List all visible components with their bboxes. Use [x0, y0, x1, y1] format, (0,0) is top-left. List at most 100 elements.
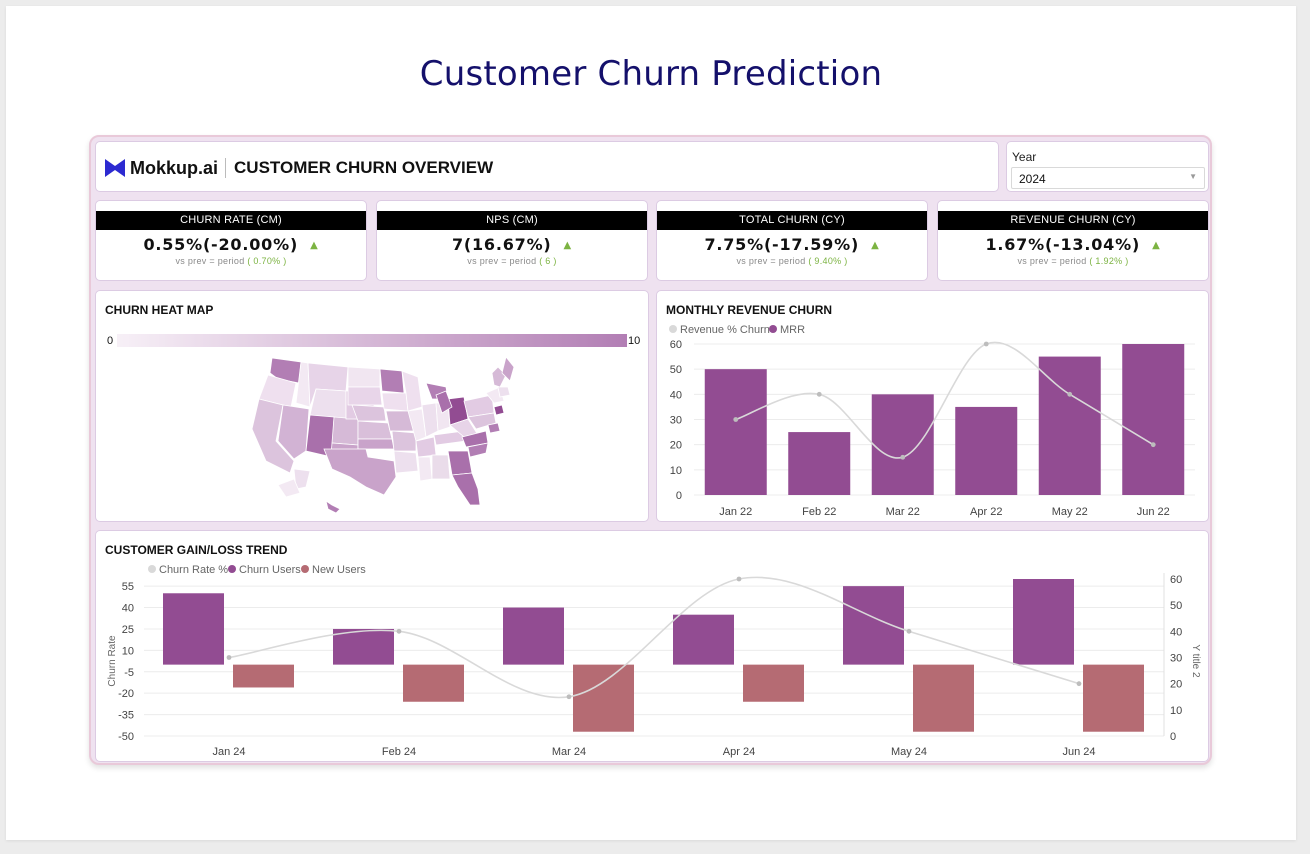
- header-card: Mokkup.ai CUSTOMER CHURN OVERVIEW: [95, 141, 999, 192]
- y2-tick-label: 30: [1170, 653, 1182, 665]
- kpi-revenue-churn: REVENUE CHURN (CY) 1.67%(-13.04%) ▲ vs pr…: [937, 200, 1209, 281]
- churn-rate-point[interactable]: [226, 655, 232, 660]
- mrr-bar[interactable]: [788, 432, 851, 495]
- kpi-comparison: vs prev = period ( 1.92% ): [938, 256, 1208, 266]
- churn-rate-point[interactable]: [566, 694, 572, 700]
- brand-divider: [225, 158, 227, 178]
- new-users-bar[interactable]: [403, 664, 464, 702]
- kpi-comparison-label: vs prev = period: [1017, 256, 1090, 266]
- monthly-revenue-churn-card: MONTHLY REVENUE CHURN Revenue % Churn MR…: [656, 290, 1209, 522]
- legend-swatch-revenue-churn: [669, 325, 677, 333]
- x-tick-label: Feb 22: [802, 506, 836, 518]
- x-tick-label: Mar 24: [552, 746, 586, 758]
- legend-label-revenue-churn[interactable]: Revenue % Churn: [680, 324, 770, 336]
- dashboard: Mokkup.ai CUSTOMER CHURN OVERVIEW Year 2…: [89, 135, 1212, 765]
- x-tick-label: Apr 24: [723, 746, 755, 758]
- legend-label-mrr[interactable]: MRR: [780, 324, 805, 336]
- kpi-value: 0.55%(-20.00%): [143, 235, 299, 254]
- churn-rate-line: [228, 576, 1080, 699]
- mrr-bar[interactable]: [955, 406, 1018, 495]
- year-value: 2024: [1019, 172, 1046, 186]
- legend-swatch-new-users: [301, 565, 309, 573]
- y2-tick-label: 40: [1170, 626, 1182, 638]
- kpi-comparison-label: vs prev = period: [467, 256, 540, 266]
- y2-tick-label: 20: [1170, 679, 1182, 691]
- churn-rate-point[interactable]: [396, 628, 402, 634]
- new-users-bar[interactable]: [913, 664, 974, 732]
- revenue-chart-plot: 0 10 20 30 40 50 60 Jan 22 Feb 22 Mar 22 Apr 22 May…: [670, 339, 1195, 518]
- y-axis-label: Churn Rate: [107, 635, 118, 687]
- revenue-churn-point[interactable]: [983, 341, 989, 347]
- x-tick-label: Jun 24: [1062, 746, 1095, 758]
- churn-users-bar[interactable]: [843, 586, 904, 665]
- revenue-churn-point[interactable]: [816, 391, 822, 397]
- legend-swatch-churn-users: [228, 565, 236, 573]
- churn-users-bar[interactable]: [163, 593, 224, 665]
- kpi-previous-value: ( 0.70% ): [247, 256, 287, 266]
- triangle-up-icon: ▲: [1152, 240, 1161, 251]
- kpi-previous-value: ( 1.92% ): [1089, 256, 1129, 266]
- y-tick-label: 40: [670, 389, 682, 401]
- churn-rate-point[interactable]: [906, 628, 912, 634]
- revenue-churn-point[interactable]: [900, 454, 906, 460]
- kpi-churn-rate: CHURN RATE (CM) 0.55%(-20.00%) ▲ vs prev …: [95, 200, 367, 281]
- y-tick-label: -50: [118, 731, 134, 743]
- y-tick-label: 40: [122, 603, 134, 615]
- mrr-bar[interactable]: [1038, 356, 1101, 495]
- y-tick-label: 0: [676, 490, 682, 502]
- churn-rate-point[interactable]: [736, 576, 742, 582]
- revenue-churn-point[interactable]: [733, 417, 739, 422]
- x-tick-label: Feb 24: [382, 746, 416, 758]
- y-tick-label: -35: [118, 710, 134, 722]
- mrr-bar[interactable]: [704, 369, 767, 495]
- y-tick-label: 25: [122, 624, 134, 636]
- new-users-bar[interactable]: [743, 664, 804, 702]
- y-tick-label: -20: [118, 688, 134, 700]
- revenue-churn-point[interactable]: [1150, 442, 1156, 448]
- year-label: Year: [1012, 150, 1037, 164]
- brand-name: Mokkup.ai: [130, 157, 219, 178]
- y-tick-label: 30: [670, 415, 682, 427]
- y-tick-label: 10: [670, 465, 682, 477]
- y2-tick-label: 10: [1170, 705, 1182, 717]
- new-users-bar[interactable]: [1083, 664, 1144, 732]
- revenue-churn-point[interactable]: [1067, 391, 1073, 397]
- heat-scale-min: 0: [107, 335, 113, 347]
- churn-heat-map-card: CHURN HEAT MAP 0 10: [95, 290, 649, 522]
- legend-label-churn-rate[interactable]: Churn Rate %: [159, 564, 228, 576]
- y2-tick-label: 60: [1170, 574, 1182, 586]
- new-users-bar[interactable]: [233, 664, 294, 688]
- kpi-value: 7.75%(-17.59%): [704, 235, 860, 254]
- triangle-up-icon: ▲: [871, 240, 880, 251]
- kpi-comparison: vs prev = period ( 6 ): [377, 256, 647, 266]
- churn-users-bar[interactable]: [1013, 579, 1074, 665]
- churn-rate-point[interactable]: [1076, 681, 1082, 687]
- kpi-previous-value: ( 6 ): [539, 256, 557, 266]
- mrr-bar[interactable]: [1122, 344, 1185, 495]
- dashboard-title: CUSTOMER CHURN OVERVIEW: [234, 158, 494, 177]
- x-tick-label: Mar 22: [886, 506, 920, 518]
- us-map: [251, 356, 515, 514]
- brand[interactable]: Mokkup.ai CUSTOMER CHURN OVERVIEW: [104, 158, 493, 178]
- legend-label-new-users[interactable]: New Users: [312, 564, 366, 576]
- kpi-value-row: 7.75%(-17.59%) ▲: [657, 235, 927, 254]
- new-users-bar[interactable]: [573, 664, 634, 732]
- churn-users-bar[interactable]: [673, 614, 734, 665]
- trend-chart-title: CUSTOMER GAIN/LOSS TREND: [105, 543, 288, 557]
- legend-label-churn-users[interactable]: Churn Users: [239, 564, 301, 576]
- kpi-value-row: 0.55%(-20.00%) ▲: [96, 235, 366, 254]
- kpi-value: 7(16.67%): [451, 235, 552, 254]
- mrr-bar[interactable]: [871, 394, 934, 495]
- year-select[interactable]: 2024 ▼: [1011, 167, 1205, 189]
- heat-map-title: CHURN HEAT MAP: [105, 303, 214, 317]
- kpi-title: REVENUE CHURN (CY): [938, 211, 1208, 230]
- mokkup-logo-icon: [105, 159, 125, 177]
- triangle-up-icon: ▲: [310, 240, 319, 251]
- revenue-chart-legend: Revenue % Churn MRR: [669, 324, 805, 336]
- x-tick-label: Jan 22: [719, 506, 752, 518]
- churn-users-bar[interactable]: [503, 607, 564, 665]
- kpi-nps: NPS (CM) 7(16.67%) ▲ vs prev = period ( 6…: [376, 200, 648, 281]
- churn-users-bar[interactable]: [333, 628, 394, 665]
- x-tick-label: Apr 22: [970, 506, 1002, 518]
- y-tick-label: 60: [670, 339, 682, 351]
